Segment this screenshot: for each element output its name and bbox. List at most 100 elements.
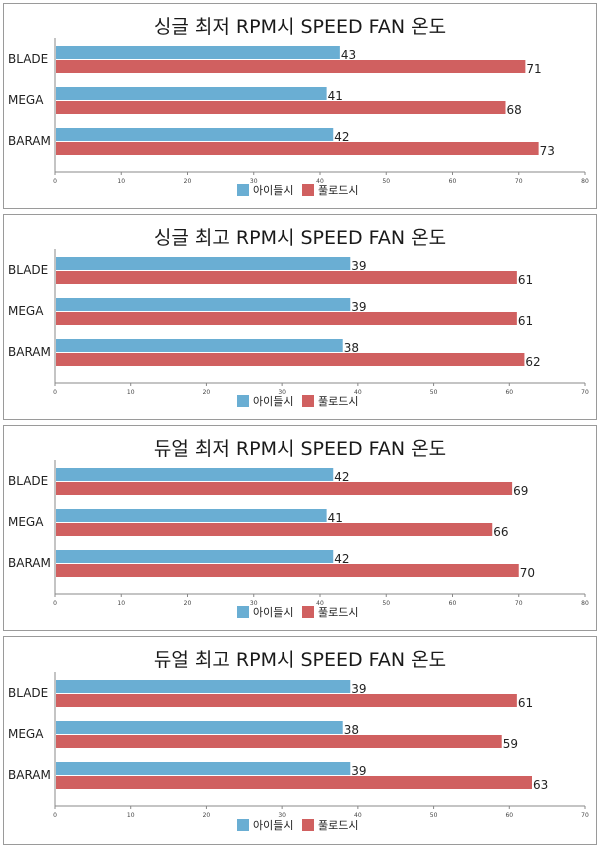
x-tick-label: 40 xyxy=(316,600,324,607)
x-tick-label: 60 xyxy=(449,178,457,185)
x-tick-label: 20 xyxy=(184,178,192,185)
bar-idle xyxy=(56,298,351,311)
legend-label: 아이들시 xyxy=(253,395,293,408)
bar-full-load xyxy=(56,564,519,577)
legend-swatch xyxy=(237,606,249,618)
data-label: 66 xyxy=(493,525,508,539)
category-label: MEGA xyxy=(8,515,44,529)
data-label: 62 xyxy=(525,355,540,369)
chart-title: 듀얼 최고 RPM시 SPEED FAN 온도 xyxy=(154,649,446,671)
category-label: MEGA xyxy=(8,727,44,741)
x-tick-label: 0 xyxy=(53,178,57,185)
data-label: 70 xyxy=(520,566,535,580)
x-tick-label: 30 xyxy=(250,600,258,607)
x-tick-label: 50 xyxy=(382,178,390,185)
bar-idle xyxy=(56,680,351,693)
bar-idle xyxy=(56,509,327,522)
legend-swatch xyxy=(302,606,314,618)
legend-label: 풀로드시 xyxy=(318,606,358,619)
data-label: 61 xyxy=(518,273,533,287)
legend-label: 아이들시 xyxy=(253,819,293,832)
bar-full-load xyxy=(56,101,506,114)
bar-full-load xyxy=(56,271,517,284)
data-label: 61 xyxy=(518,696,533,710)
bar-idle xyxy=(56,87,327,100)
x-tick-label: 70 xyxy=(581,812,589,819)
x-tick-label: 50 xyxy=(430,812,438,819)
data-label: 42 xyxy=(334,552,349,566)
bar-idle xyxy=(56,128,334,141)
category-label: BARAM xyxy=(8,768,51,782)
category-label: BLADE xyxy=(8,263,48,277)
category-label: BARAM xyxy=(8,345,51,359)
bar-idle xyxy=(56,721,343,734)
data-label: 39 xyxy=(351,764,366,778)
category-label: BARAM xyxy=(8,556,51,570)
legend-swatch xyxy=(237,184,249,196)
chart-panel-single-min-rpm: 싱글 최저 RPM시 SPEED FAN 온도 0 10 20 30 40 50 60 70 80… xyxy=(3,3,597,209)
x-tick-label: 70 xyxy=(581,389,589,396)
x-tick-label: 0 xyxy=(53,812,57,819)
category-label: BLADE xyxy=(8,474,48,488)
data-label: 41 xyxy=(328,511,343,525)
data-label: 73 xyxy=(540,144,555,158)
category-label: BLADE xyxy=(8,52,48,66)
x-tick-label: 40 xyxy=(354,389,362,396)
data-label: 61 xyxy=(518,314,533,328)
x-tick-label: 0 xyxy=(53,389,57,396)
bar-full-load xyxy=(56,482,513,495)
x-tick-label: 0 xyxy=(53,600,57,607)
chart-panel-dual-min-rpm: 듀얼 최저 RPM시 SPEED FAN 온도 0 10 20 30 40 50 60 70 80… xyxy=(3,425,597,631)
chart-title: 듀얼 최저 RPM시 SPEED FAN 온도 xyxy=(154,438,446,460)
chart-svg: 싱글 최저 RPM시 SPEED FAN 온도 0 10 20 30 40 50 60 70 80… xyxy=(8,16,589,197)
data-label: 71 xyxy=(526,62,541,76)
x-tick-label: 50 xyxy=(382,600,390,607)
x-tick-label: 60 xyxy=(449,600,457,607)
bar-full-load xyxy=(56,60,526,73)
chart-panel-single-max-rpm: 싱글 최고 RPM시 SPEED FAN 온도 0 10 20 30 40 50 60 70 BL… xyxy=(3,214,597,420)
data-label: 38 xyxy=(344,341,359,355)
legend-label: 아이들시 xyxy=(253,606,293,619)
legend-swatch xyxy=(302,395,314,407)
bar-idle xyxy=(56,468,334,481)
x-tick-label: 20 xyxy=(184,600,192,607)
category-label: MEGA xyxy=(8,304,44,318)
x-tick-label: 60 xyxy=(505,389,513,396)
chart-svg: 듀얼 최고 RPM시 SPEED FAN 온도 0 10 20 30 40 50 60 70 BL… xyxy=(8,649,589,832)
chart-title: 싱글 최저 RPM시 SPEED FAN 온도 xyxy=(154,16,446,38)
x-tick-label: 10 xyxy=(127,812,135,819)
chart-svg: 싱글 최고 RPM시 SPEED FAN 온도 0 10 20 30 40 50 60 70 BL… xyxy=(8,227,589,408)
legend-swatch xyxy=(237,395,249,407)
legend-label: 풀로드시 xyxy=(318,184,358,197)
x-tick-label: 30 xyxy=(278,389,286,396)
bar-full-load xyxy=(56,312,517,325)
legend-label: 풀로드시 xyxy=(318,395,358,408)
data-label: 59 xyxy=(503,737,518,751)
x-tick-label: 60 xyxy=(505,812,513,819)
bar-full-load xyxy=(56,142,539,155)
legend-label: 아이들시 xyxy=(253,184,293,197)
x-tick-label: 20 xyxy=(203,812,211,819)
bar-full-load xyxy=(56,523,493,536)
x-tick-label: 40 xyxy=(354,812,362,819)
x-tick-label: 70 xyxy=(515,600,523,607)
category-label: BLADE xyxy=(8,686,48,700)
chart-svg: 듀얼 최저 RPM시 SPEED FAN 온도 0 10 20 30 40 50 60 70 80… xyxy=(8,438,589,619)
data-label: 69 xyxy=(513,484,528,498)
x-tick-label: 20 xyxy=(203,389,211,396)
x-tick-label: 40 xyxy=(316,178,324,185)
legend-swatch xyxy=(302,184,314,196)
category-label: MEGA xyxy=(8,93,44,107)
legend-swatch xyxy=(237,819,249,831)
chart-title: 싱글 최고 RPM시 SPEED FAN 온도 xyxy=(154,227,446,249)
bar-idle xyxy=(56,339,343,352)
x-tick-label: 70 xyxy=(515,178,523,185)
bar-idle xyxy=(56,257,351,270)
bar-idle xyxy=(56,762,351,775)
bar-full-load xyxy=(56,353,525,366)
data-label: 41 xyxy=(328,89,343,103)
legend-label: 풀로드시 xyxy=(318,819,358,832)
bar-idle xyxy=(56,46,340,59)
x-tick-label: 10 xyxy=(127,389,135,396)
chart-panel-dual-max-rpm: 듀얼 최고 RPM시 SPEED FAN 온도 0 10 20 30 40 50 60 70 BL… xyxy=(3,636,597,845)
